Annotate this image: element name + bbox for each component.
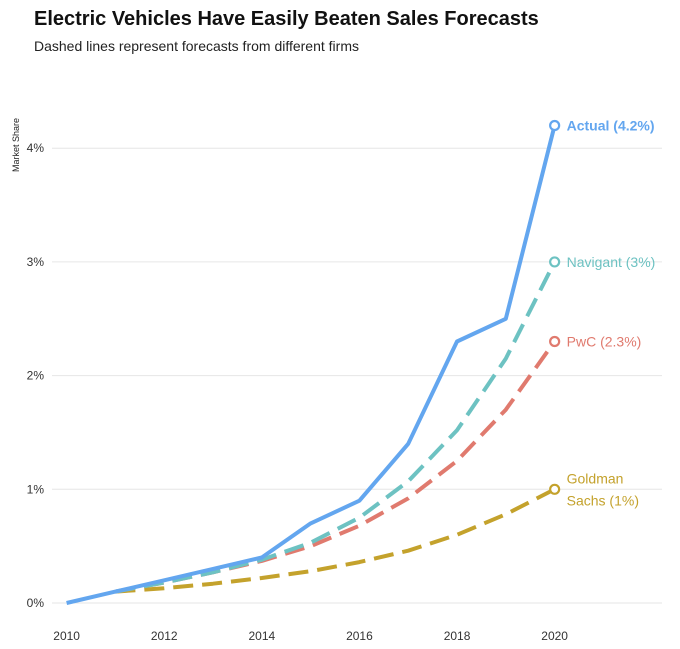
series-label-pwc: PwC (2.3%) <box>567 334 642 350</box>
y-tick-label: 3% <box>27 255 45 269</box>
x-tick-label: 2016 <box>346 629 373 643</box>
chart-title: Electric Vehicles Have Easily Beaten Sal… <box>34 8 539 30</box>
series-label-actual: Actual (4.2%) <box>567 117 655 133</box>
end-marker-actual <box>549 119 561 132</box>
series-layer <box>66 125 557 605</box>
series-line-actual <box>66 125 557 605</box>
series-line-pwc <box>115 340 557 594</box>
end-marker-pwc <box>549 335 561 348</box>
series-label-navigant: Navigant (3%) <box>567 254 656 270</box>
label-layer: Goldman Sachs (1%) PwC (2.3%) Navigant (3%)… <box>549 117 656 508</box>
x-tick-label: 2010 <box>53 629 80 643</box>
series-label-goldman: Goldman <box>567 470 624 486</box>
grid-layer <box>52 147 662 604</box>
x-tick-label: 2020 <box>541 629 568 643</box>
x-tick-label: 2012 <box>151 629 178 643</box>
y-tick-label: 1% <box>27 482 45 496</box>
y-axis-title: Market Share <box>11 118 21 172</box>
chart-subtitle: Dashed lines represent forecasts from di… <box>34 38 359 54</box>
x-tick-label: 2018 <box>444 629 471 643</box>
y-tick-label: 4% <box>27 141 45 155</box>
series-label-goldman: Sachs (1%) <box>567 492 639 508</box>
end-marker-navigant <box>549 256 561 268</box>
x-tick-label: 2014 <box>248 629 275 643</box>
axis-layer: 0% 1% 2% 3% 4% 2010 2012 2014 2016 2018 2020 Market… <box>11 118 568 643</box>
series-line-goldman <box>115 487 556 594</box>
y-tick-label: 0% <box>27 596 45 610</box>
end-marker-goldman <box>549 483 561 495</box>
series-line-navigant <box>115 260 557 594</box>
y-tick-label: 2% <box>27 369 45 383</box>
